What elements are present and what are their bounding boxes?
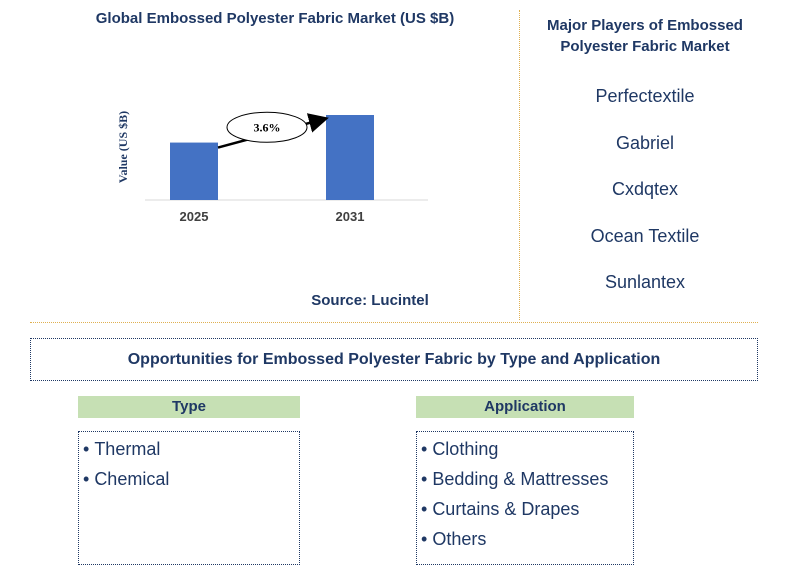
horizontal-divider (30, 322, 758, 323)
application-header: Application (416, 396, 634, 418)
player-item: Perfectextile (595, 86, 695, 106)
cagr-label: 3.6% (254, 120, 281, 134)
opportunities-title: Opportunities for Embossed Polyester Fab… (30, 338, 758, 381)
x-tick-label: 2031 (336, 209, 365, 224)
type-box: Thermal Chemical (78, 431, 300, 565)
y-axis-label: Value (US $B) (116, 111, 130, 183)
application-item: Clothing (421, 434, 629, 464)
chart-title: Global Embossed Polyester Fabric Market … (95, 10, 455, 27)
player-item: Sunlantex (604, 272, 686, 292)
type-item: Thermal (83, 434, 295, 464)
bar-chart: Value (US $B) 2025 2031 3.6% (116, 111, 428, 224)
cagr-bubble (226, 111, 308, 143)
player-item: Ocean Textile (590, 225, 700, 246)
player-item: Cxdqtex (611, 179, 679, 199)
application-item: Others (421, 524, 629, 554)
x-tick-label: 2025 (180, 209, 209, 224)
bar (170, 142, 218, 200)
vertical-divider (519, 10, 520, 320)
type-header: Type (78, 396, 300, 418)
players-title: Major Players of Embossed Polyester Fabr… (547, 17, 743, 55)
type-item: Chemical (83, 464, 295, 494)
source-label: Source: Lucintel (311, 292, 429, 309)
application-box: Clothing Bedding & Mattresses Curtains &… (416, 431, 634, 565)
player-item: Gabriel (615, 132, 675, 153)
players-list: Perfectextile Gabriel Cxdqtex Ocean Text… (525, 86, 765, 319)
application-item: Curtains & Drapes (421, 494, 629, 524)
application-item: Bedding & Mattresses (421, 464, 629, 494)
bar (326, 115, 374, 200)
